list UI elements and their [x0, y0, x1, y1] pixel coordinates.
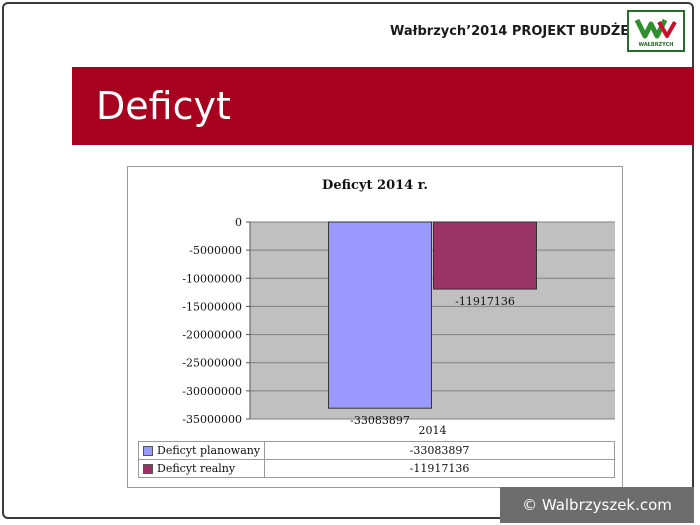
y-tick-label: -15000000	[182, 300, 242, 313]
legend-swatch-real	[143, 464, 153, 474]
legend-entry-planned: Deficyt planowany	[137, 441, 266, 460]
legend-row-real: Deficyt realny -11917136	[137, 459, 615, 478]
bar-planned	[328, 221, 432, 409]
plot-area	[250, 222, 615, 419]
city-logo-mark	[634, 18, 677, 39]
slide-title: Deficyt	[96, 84, 231, 128]
y-tick-label: 0	[235, 216, 242, 229]
y-tick-label: -20000000	[182, 329, 242, 342]
table-value-planned: -33083897	[264, 441, 615, 460]
y-tick-label: -35000000	[182, 413, 242, 426]
legend-data-table: Deficyt planowany -33083897 Deficyt real…	[137, 441, 615, 478]
y-tick-label: -25000000	[182, 357, 242, 370]
legend-row-planned: Deficyt planowany -33083897	[137, 441, 615, 460]
y-tick-label: -10000000	[182, 272, 242, 285]
logo-text: WAŁBRZYCH	[638, 42, 674, 48]
header-title: Wałbrzych’2014 PROJEKT BUDŻETU	[390, 24, 649, 39]
category-label: 2014	[419, 424, 447, 437]
bar-real	[433, 221, 537, 290]
y-tick-label: -30000000	[182, 385, 242, 398]
watermark: © Walbrzyszek.com	[500, 487, 694, 523]
table-value-real: -11917136	[264, 459, 615, 478]
legend-swatch-planned	[143, 446, 153, 456]
data-label-real: -11917136	[455, 295, 515, 308]
title-banner	[72, 67, 694, 145]
y-tick-label: -5000000	[189, 244, 242, 257]
chart-title: Deficyt 2014 r.	[322, 178, 428, 193]
legend-entry-real: Deficyt realny	[137, 459, 266, 478]
legend-label-planned: Deficyt planowany	[157, 444, 261, 457]
city-logo: WAŁBRZYCH	[627, 10, 685, 52]
legend-label-real: Deficyt realny	[157, 462, 236, 475]
data-label-planned: -33083897	[350, 414, 410, 427]
